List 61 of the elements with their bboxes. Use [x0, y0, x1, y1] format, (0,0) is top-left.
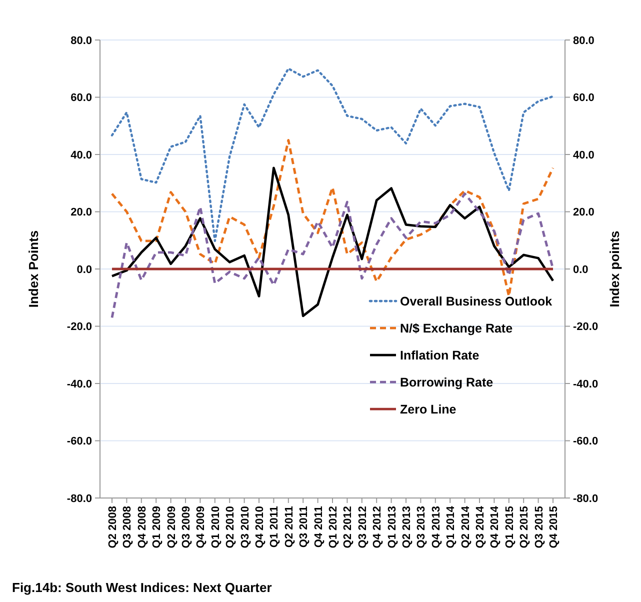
y2-tick-label: 0.0 [573, 264, 588, 276]
x-tick-label: Q4 2010 [254, 506, 266, 548]
x-tick-label: Q4 2013 [430, 506, 442, 548]
y2-tick-label: 20.0 [573, 206, 594, 219]
x-tick-label: Q3 2011 [298, 506, 310, 548]
line-series [110, 138, 554, 298]
x-tick-label: Q1 2015 [504, 506, 516, 548]
y2-tick-label: 40.0 [573, 149, 594, 162]
x-tick-label: Q3 2012 [356, 506, 369, 548]
line-series [110, 192, 554, 319]
x-tick-label: Q2 2010 [224, 506, 237, 548]
legend-label: N/$ Exchange Rate [400, 321, 513, 336]
y2-tick-label: -80.0 [573, 492, 598, 505]
x-tick-label: Q3 2009 [180, 506, 192, 548]
y-tick-label: 80.0 [70, 34, 92, 47]
x-tick-label: Q2 2012 [342, 506, 354, 548]
legend-label: Borrowing Rate [400, 375, 494, 390]
x-tick-label: Q2 2008 [107, 506, 119, 548]
legend-label: Inflation Rate [400, 348, 480, 362]
y2-tick-label: 60.0 [573, 92, 594, 104]
x-tick-label: Q4 2011 [312, 506, 325, 548]
y-tick-label: -40.0 [66, 378, 92, 390]
x-tick-label: Q2 2009 [166, 506, 178, 548]
x-tick-label: Q4 2008 [136, 506, 148, 548]
line-series [110, 68, 554, 242]
x-tick-label: Q4 2012 [372, 506, 384, 548]
text: Fig.14b: South West Indices: Next Quarter [12, 580, 272, 595]
legend-label: Overall Business Outlook [400, 294, 552, 308]
y-tick-label: 0.0 [76, 264, 92, 276]
x-tick-label: Q4 2015 [548, 506, 560, 548]
y-tick-label: 20.0 [70, 206, 92, 219]
y-axis-title: Index Points [26, 230, 41, 308]
x-tick-label: Q1 2013 [386, 506, 398, 548]
y-tick-label: 60.0 [70, 92, 92, 104]
x-tick-label: Q1 2014 [445, 505, 458, 548]
y-tick-label: -20.0 [66, 321, 92, 334]
x-tick-label: Q2 2013 [401, 506, 413, 548]
x-tick-label: Q3 2015 [533, 506, 546, 548]
y-tick-label: -60.0 [66, 436, 92, 448]
x-tick-label: Q3 2008 [122, 506, 134, 548]
y2-tick-label: -20.0 [573, 321, 598, 334]
x-tick-label: Q2 2011 [283, 506, 296, 548]
x-tick-label: Q2 2015 [518, 506, 531, 548]
x-tick-label: Q4 2014 [489, 505, 502, 548]
y-tick-label: -80.0 [66, 492, 92, 505]
y2-axis-title: Index points [607, 230, 622, 308]
x-tick-label: Q3 2013 [416, 506, 428, 548]
x-tick-label: Q4 2009 [195, 506, 208, 548]
x-tick-label: Q3 2014 [474, 505, 486, 548]
x-tick-label: Q1 2010 [210, 506, 222, 548]
legend-label: Zero Line [400, 402, 456, 416]
y-tick-label: 40.0 [70, 149, 92, 162]
x-tick-label: Q3 2010 [239, 506, 252, 548]
x-tick-label: Q2 2014 [460, 505, 472, 548]
x-tick-label: Q1 2012 [328, 506, 340, 548]
y2-tick-label: 80.0 [573, 34, 594, 47]
x-tick-label: Q1 2009 [151, 506, 164, 548]
x-tick-label: Q1 2011 [268, 506, 281, 548]
line-series [110, 166, 554, 318]
y2-tick-label: -40.0 [573, 378, 598, 390]
y2-tick-label: -60.0 [573, 436, 598, 448]
